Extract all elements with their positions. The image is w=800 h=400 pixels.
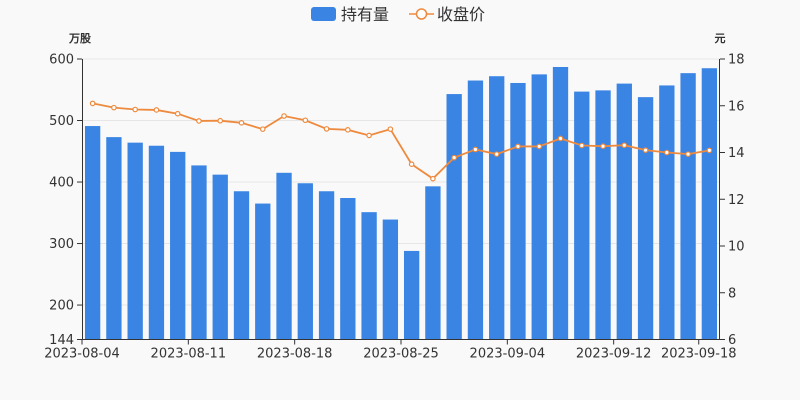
price-point	[217, 117, 224, 124]
bar	[276, 172, 292, 340]
legend-line-label[interactable]: 收盘价	[437, 5, 485, 24]
price-point	[664, 149, 670, 156]
bar	[616, 83, 632, 340]
line-series	[89, 100, 713, 182]
bar	[382, 219, 399, 340]
price-point	[153, 107, 160, 113]
price-point	[578, 142, 585, 149]
price-point	[345, 127, 351, 133]
price-point	[451, 154, 457, 161]
price-point	[366, 132, 372, 139]
x-tick-label: 2023-09-18	[661, 347, 737, 362]
bar	[425, 186, 441, 340]
left-tick-label: 600	[49, 53, 74, 68]
x-tick-label: 2023-09-04	[470, 347, 546, 362]
x-tick-label: 2023-08-18	[257, 347, 333, 362]
tick-labels: 144 200 300 400 500 600 6 8 10 12 14 16 18 2023-08-04…	[44, 53, 744, 362]
bar	[595, 90, 611, 340]
left-tick-label: 400	[49, 176, 74, 191]
legend-line-marker[interactable]	[415, 8, 428, 20]
bar	[148, 145, 165, 340]
bar	[680, 73, 696, 340]
bar	[340, 198, 356, 340]
price-point	[430, 175, 436, 182]
price-point	[132, 106, 138, 113]
price-point	[600, 143, 606, 149]
x-tick-label: 2023-09-12	[576, 347, 652, 362]
right-tick-label: 10	[728, 240, 745, 255]
bar	[510, 82, 526, 340]
right-tick-label: 18	[728, 53, 745, 68]
right-axis-unit: 元	[715, 32, 726, 45]
legend-bar-swatch[interactable]	[311, 7, 336, 21]
bar	[467, 80, 484, 340]
right-tick-label: 6	[728, 333, 736, 348]
bar	[127, 142, 143, 340]
right-tick-label: 8	[728, 286, 736, 301]
x-tick-label: 2023-08-25	[363, 347, 439, 362]
bar	[170, 151, 186, 340]
price-point	[387, 126, 394, 132]
price-point	[196, 118, 202, 124]
price-point	[536, 143, 543, 150]
left-tick-label: 144	[49, 333, 74, 348]
bar	[552, 66, 569, 340]
bar	[255, 203, 271, 340]
price-point	[302, 117, 309, 124]
price-point	[259, 126, 266, 132]
left-tick-label: 200	[49, 299, 74, 314]
legend-bar-label[interactable]: 持有量	[341, 5, 389, 24]
bar	[106, 137, 122, 340]
x-tick-label: 2023-08-04	[44, 347, 120, 362]
price-point	[408, 161, 415, 167]
bar	[212, 174, 228, 340]
bar	[233, 191, 250, 340]
bar	[361, 212, 377, 340]
bar	[84, 126, 101, 340]
price-point	[642, 147, 649, 153]
bar	[659, 85, 675, 340]
left-tick-label: 500	[49, 114, 74, 129]
price-point	[472, 146, 479, 153]
bar	[531, 74, 547, 340]
price-point	[323, 126, 330, 132]
price-point	[557, 135, 564, 142]
price-point	[281, 113, 287, 119]
price-point	[685, 151, 691, 157]
price-point	[706, 147, 713, 154]
legend[interactable]: 持有量 收盘价	[311, 5, 485, 24]
bar	[297, 183, 313, 340]
right-tick-label: 16	[728, 99, 745, 114]
price-point	[515, 143, 521, 150]
right-tick-label: 12	[728, 193, 745, 208]
bar	[701, 68, 718, 340]
bar	[489, 76, 505, 340]
price-point	[89, 100, 96, 107]
x-tick-label: 2023-08-11	[151, 347, 227, 362]
left-axis-unit: 万股	[68, 32, 92, 45]
price-point	[111, 104, 117, 111]
bar	[637, 97, 654, 340]
left-tick-label: 300	[49, 237, 74, 252]
bar	[403, 250, 420, 340]
bar-series	[84, 66, 718, 340]
grid	[82, 58, 720, 306]
price-point	[621, 142, 628, 149]
bar	[446, 94, 462, 340]
right-tick-label: 14	[728, 146, 745, 161]
price-point	[238, 120, 245, 126]
price-point	[174, 110, 181, 117]
bar	[318, 191, 335, 340]
price-point	[493, 151, 500, 157]
bar	[191, 165, 207, 340]
price-line	[92, 102, 710, 180]
bar	[574, 91, 590, 340]
